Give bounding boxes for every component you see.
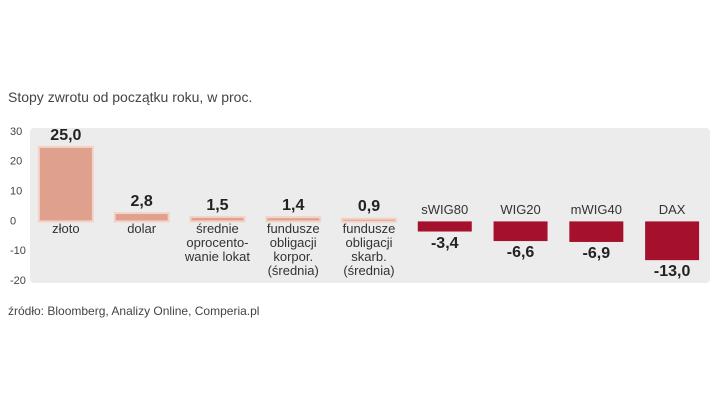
x-tick-label: DAX [658, 202, 686, 218]
value-label: 1,5 [206, 196, 229, 214]
value-label: 1,4 [282, 197, 305, 215]
value-label: -6,9 [582, 244, 611, 262]
y-tick-label: 10 [10, 186, 22, 198]
y-tick-label: -20 [10, 275, 26, 287]
y-tick-label: 20 [10, 156, 22, 168]
bar [341, 217, 397, 223]
bar [645, 221, 700, 261]
x-tick-label: dolar [127, 221, 157, 237]
value-label: 0,9 [357, 198, 381, 216]
value-label: -3,4 [430, 234, 459, 252]
bar [265, 216, 322, 223]
source: źródło: Bloomberg, Analizy Online, Compe… [8, 304, 260, 318]
x-tick-label: mWIG40 [570, 202, 622, 218]
plot-background [30, 128, 710, 283]
value-label: -13,0 [653, 263, 691, 281]
value-label: 25,0 [50, 126, 82, 144]
x-tick-label: sWIG80 [421, 202, 469, 218]
bar [189, 215, 246, 223]
value-label: 2,8 [130, 193, 153, 211]
x-tick-label: fundusze obligacji skarb. (średnia) [342, 221, 396, 279]
y-tick-label: -10 [10, 245, 26, 257]
bar [37, 145, 94, 223]
bar [417, 221, 472, 232]
y-tick-label: 30 [10, 126, 22, 138]
x-tick-label: WIG20 [500, 202, 541, 218]
y-tick-label: 0 [10, 215, 16, 227]
bar [493, 221, 548, 242]
bar [569, 221, 624, 242]
chart-title: Stopy zwrotu od początku roku, w proc. [8, 89, 253, 105]
value-label: -6,6 [506, 244, 535, 262]
x-tick-label: fundusze obligacji korpor. (średnia) [266, 221, 320, 279]
x-tick-label: złoto [52, 221, 80, 237]
bar [113, 212, 170, 223]
x-tick-label: średnie oprocento- wanie lokat [184, 221, 250, 265]
